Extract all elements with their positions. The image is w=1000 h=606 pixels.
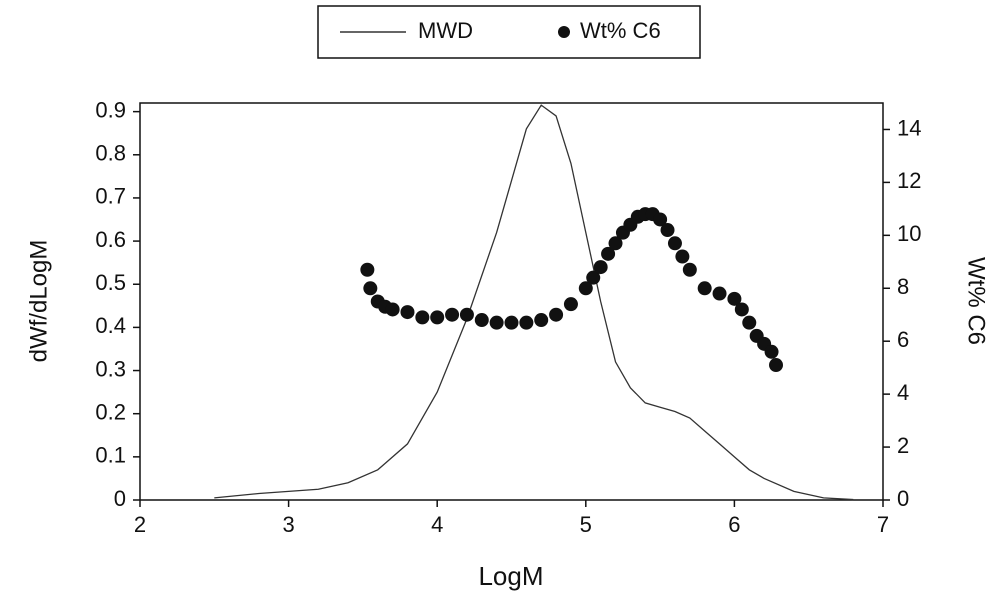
y2-tick-label: 0 [897, 486, 909, 511]
x-tick-label: 7 [877, 512, 889, 537]
y2-tick-label: 12 [897, 168, 921, 193]
y2-tick-label: 6 [897, 327, 909, 352]
y-tick-label: 0 [114, 486, 126, 511]
x-axis-label: LogM [478, 561, 543, 591]
y-tick-label: 0.5 [95, 270, 126, 295]
y-tick-label: 0.8 [95, 141, 126, 166]
data-point [415, 310, 429, 324]
data-point [594, 260, 608, 274]
y2-axis-label: Wt% C6 [963, 257, 990, 345]
data-point [698, 281, 712, 295]
x-tick-label: 2 [134, 512, 146, 537]
x-tick-label: 4 [431, 512, 443, 537]
data-point [564, 297, 578, 311]
y2-tick-label: 2 [897, 433, 909, 458]
data-point [661, 223, 675, 237]
data-point [445, 308, 459, 322]
data-point [534, 313, 548, 327]
data-point [668, 236, 682, 250]
data-point [765, 345, 779, 359]
y2-tick-label: 8 [897, 274, 909, 299]
data-point [475, 313, 489, 327]
data-point [519, 316, 533, 330]
data-point [363, 281, 377, 295]
plot-frame [140, 103, 883, 500]
data-point [360, 263, 374, 277]
data-point [683, 263, 697, 277]
y-axis-label: dWf/dLogM [25, 240, 52, 363]
legend-label: MWD [418, 18, 473, 43]
y-tick-label: 0.7 [95, 184, 126, 209]
y-tick-label: 0.9 [95, 97, 126, 122]
x-tick-label: 3 [282, 512, 294, 537]
data-point [386, 302, 400, 316]
data-point [713, 287, 727, 301]
legend-swatch [558, 26, 570, 38]
x-tick-label: 5 [580, 512, 592, 537]
y-tick-label: 0.4 [95, 313, 126, 338]
data-point [675, 250, 689, 264]
data-point [742, 316, 756, 330]
y2-tick-label: 10 [897, 221, 921, 246]
data-point [400, 305, 414, 319]
legend-label: Wt% C6 [580, 18, 661, 43]
data-point [549, 308, 563, 322]
x-tick-label: 6 [728, 512, 740, 537]
mwd-line [214, 105, 853, 499]
data-point [430, 310, 444, 324]
data-point [735, 302, 749, 316]
data-point [490, 316, 504, 330]
y2-tick-label: 4 [897, 380, 909, 405]
data-point [460, 308, 474, 322]
y-tick-label: 0.1 [95, 443, 126, 468]
data-point [505, 316, 519, 330]
y-tick-label: 0.2 [95, 400, 126, 425]
y-tick-label: 0.3 [95, 356, 126, 381]
y-tick-label: 0.6 [95, 227, 126, 252]
data-point [769, 358, 783, 372]
y2-tick-label: 14 [897, 115, 921, 140]
